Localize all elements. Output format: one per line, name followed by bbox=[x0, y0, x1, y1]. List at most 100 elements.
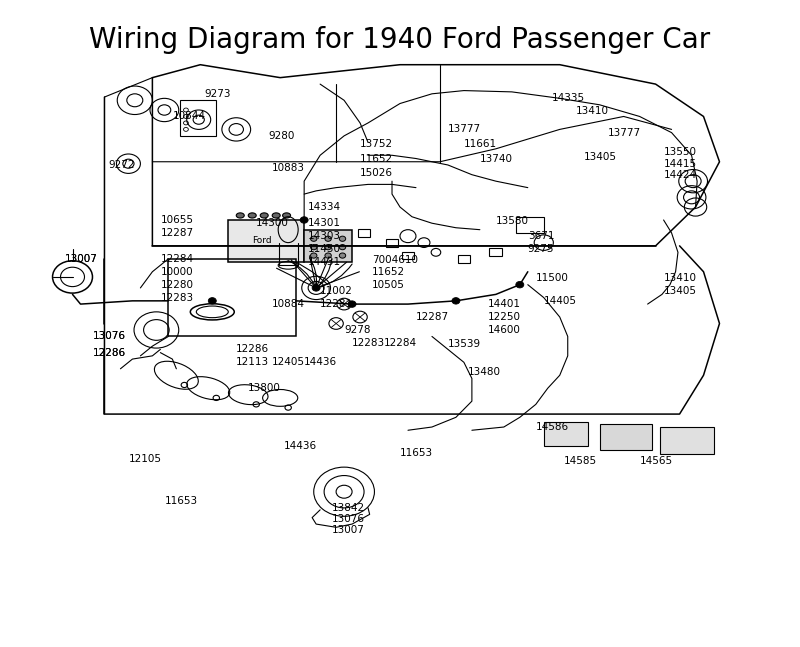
Text: 14424: 14424 bbox=[663, 170, 697, 181]
Bar bbox=[458, 255, 470, 263]
Text: 9280: 9280 bbox=[268, 131, 294, 141]
Ellipse shape bbox=[248, 213, 256, 218]
Text: 13740: 13740 bbox=[480, 153, 513, 164]
Text: 12280: 12280 bbox=[160, 280, 194, 290]
Text: 12105: 12105 bbox=[129, 454, 162, 465]
Circle shape bbox=[300, 217, 308, 223]
Bar bbox=[358, 229, 370, 237]
Text: 13076: 13076 bbox=[93, 331, 126, 342]
Text: 13580: 13580 bbox=[496, 216, 529, 226]
Bar bbox=[304, 230, 352, 262]
Text: 10884: 10884 bbox=[272, 299, 306, 309]
Bar bbox=[386, 239, 398, 247]
Text: 14415: 14415 bbox=[663, 159, 697, 169]
Circle shape bbox=[310, 253, 317, 258]
Text: 13752: 13752 bbox=[360, 138, 393, 149]
Text: 12284: 12284 bbox=[160, 254, 194, 264]
Text: Wiring Diagram for 1940 Ford Passenger Car: Wiring Diagram for 1940 Ford Passenger C… bbox=[90, 26, 710, 54]
Ellipse shape bbox=[272, 213, 280, 218]
Text: 7004610: 7004610 bbox=[372, 255, 418, 265]
Circle shape bbox=[339, 245, 346, 250]
Text: 14431: 14431 bbox=[308, 257, 342, 267]
Bar bbox=[168, 259, 296, 336]
Text: 14585: 14585 bbox=[564, 455, 597, 466]
Text: 13410: 13410 bbox=[576, 106, 609, 116]
Text: 10844: 10844 bbox=[172, 111, 206, 122]
Text: 9275: 9275 bbox=[528, 244, 554, 254]
Text: 12250: 12250 bbox=[488, 312, 521, 322]
Text: 12287: 12287 bbox=[160, 228, 194, 238]
Circle shape bbox=[310, 236, 317, 241]
Text: 12283: 12283 bbox=[352, 338, 386, 348]
Text: 13405: 13405 bbox=[663, 286, 697, 296]
Text: 12286: 12286 bbox=[236, 344, 270, 355]
Text: 13007: 13007 bbox=[65, 254, 98, 264]
Text: 12286: 12286 bbox=[93, 347, 126, 358]
Circle shape bbox=[339, 253, 346, 258]
Text: 10655: 10655 bbox=[160, 215, 194, 225]
Text: 11653: 11653 bbox=[400, 448, 433, 458]
Circle shape bbox=[339, 236, 346, 241]
Text: 11450: 11450 bbox=[308, 244, 341, 254]
Text: 9273: 9273 bbox=[204, 89, 231, 99]
Text: 13405: 13405 bbox=[584, 151, 617, 162]
Text: 14565: 14565 bbox=[640, 455, 673, 466]
Text: 12405: 12405 bbox=[272, 357, 306, 367]
Text: 12286: 12286 bbox=[93, 347, 126, 358]
Text: 12284: 12284 bbox=[384, 338, 417, 348]
Ellipse shape bbox=[236, 213, 244, 218]
Text: 14436: 14436 bbox=[304, 357, 338, 367]
Circle shape bbox=[325, 253, 331, 258]
Text: 13777: 13777 bbox=[448, 124, 481, 135]
Text: 11002: 11002 bbox=[320, 286, 353, 296]
Text: 11652: 11652 bbox=[372, 267, 405, 277]
Text: 13007: 13007 bbox=[65, 254, 98, 264]
Text: 12283: 12283 bbox=[160, 292, 194, 303]
Bar bbox=[180, 100, 216, 136]
Circle shape bbox=[208, 298, 216, 304]
Text: 14335: 14335 bbox=[552, 93, 585, 104]
Text: 14301: 14301 bbox=[308, 218, 341, 228]
Circle shape bbox=[312, 285, 320, 291]
Text: 9278: 9278 bbox=[344, 325, 370, 335]
Bar bbox=[659, 427, 714, 454]
Text: 13800: 13800 bbox=[248, 383, 281, 393]
Text: 14334: 14334 bbox=[308, 202, 342, 212]
Text: 13410: 13410 bbox=[663, 273, 697, 283]
Text: 13076: 13076 bbox=[93, 331, 126, 342]
Bar bbox=[600, 424, 652, 450]
Circle shape bbox=[325, 245, 331, 250]
Text: 13480: 13480 bbox=[468, 367, 501, 377]
Text: 12287: 12287 bbox=[416, 312, 449, 322]
Text: 14401: 14401 bbox=[488, 299, 521, 309]
Text: 14303: 14303 bbox=[308, 231, 341, 241]
Circle shape bbox=[310, 245, 317, 250]
Bar bbox=[516, 217, 544, 233]
Text: 11652: 11652 bbox=[360, 153, 393, 164]
Bar bbox=[490, 248, 502, 256]
Bar bbox=[228, 220, 304, 262]
Bar bbox=[402, 252, 414, 259]
Text: 13550: 13550 bbox=[663, 147, 697, 157]
Ellipse shape bbox=[282, 213, 290, 218]
Text: 11661: 11661 bbox=[464, 138, 497, 149]
Text: Ford: Ford bbox=[252, 236, 272, 245]
Text: 14436: 14436 bbox=[284, 441, 318, 452]
Text: 14600: 14600 bbox=[488, 325, 521, 335]
Text: 10883: 10883 bbox=[272, 163, 306, 173]
Text: 11653: 11653 bbox=[164, 496, 198, 507]
Text: 11500: 11500 bbox=[536, 273, 569, 283]
Circle shape bbox=[325, 236, 331, 241]
Text: 9272: 9272 bbox=[109, 160, 135, 170]
Text: 14586: 14586 bbox=[536, 422, 569, 432]
Text: 10000: 10000 bbox=[160, 267, 193, 277]
Text: 14405: 14405 bbox=[544, 296, 577, 306]
Circle shape bbox=[516, 281, 524, 288]
Text: 3671: 3671 bbox=[528, 231, 554, 241]
Ellipse shape bbox=[260, 213, 268, 218]
Circle shape bbox=[452, 298, 460, 304]
Text: 14300: 14300 bbox=[256, 218, 289, 228]
Text: 13539: 13539 bbox=[448, 339, 481, 349]
Text: 13842: 13842 bbox=[332, 503, 366, 513]
Text: 12113: 12113 bbox=[236, 357, 270, 367]
